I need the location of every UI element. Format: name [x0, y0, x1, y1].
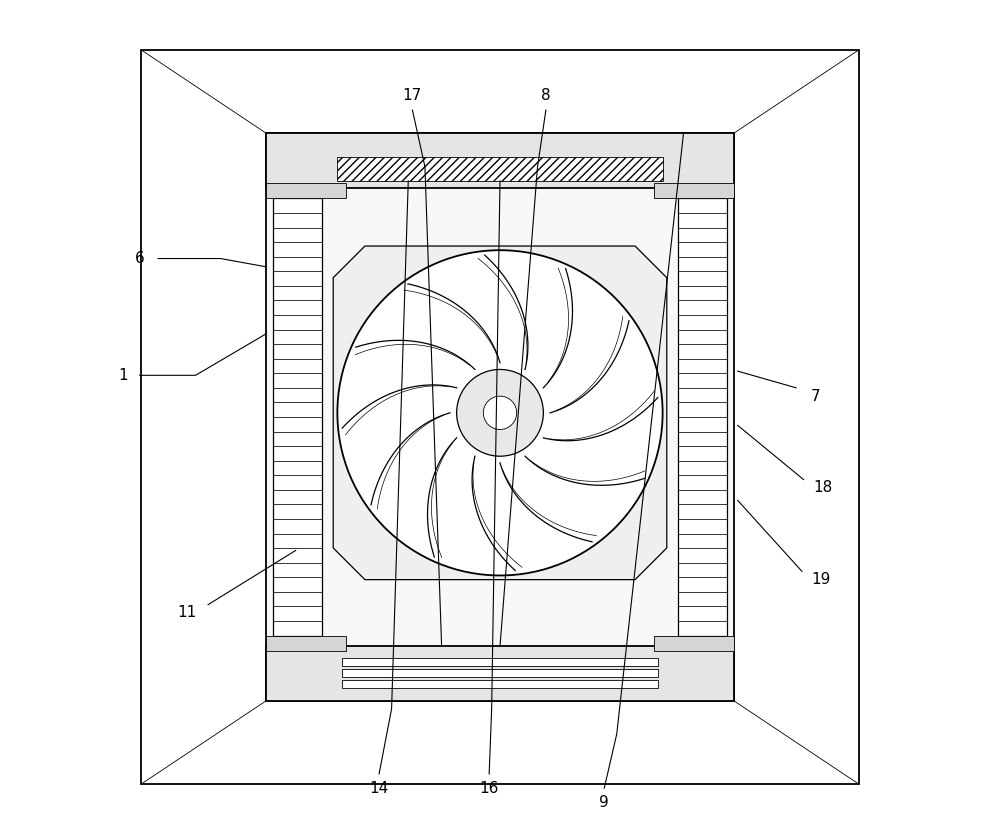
Text: 16: 16	[479, 781, 499, 796]
Text: 8: 8	[541, 88, 551, 103]
Bar	[342, 658, 658, 666]
Bar	[266, 133, 734, 188]
Text: 11: 11	[178, 605, 197, 620]
Text: 9: 9	[599, 795, 609, 810]
Text: 1: 1	[118, 368, 128, 383]
Bar	[654, 636, 734, 651]
Text: 14: 14	[369, 781, 389, 796]
Text: 19: 19	[811, 572, 831, 587]
Circle shape	[457, 369, 543, 456]
Circle shape	[483, 396, 517, 430]
Polygon shape	[333, 246, 667, 580]
Circle shape	[337, 250, 663, 575]
Bar	[654, 183, 734, 198]
Bar	[342, 669, 658, 677]
Text: 6: 6	[135, 251, 145, 266]
Bar	[342, 680, 658, 688]
Bar	[266, 133, 734, 701]
Bar	[266, 646, 734, 701]
Text: 7: 7	[810, 389, 820, 404]
Bar	[266, 636, 346, 651]
Text: 18: 18	[813, 480, 832, 495]
Bar	[273, 198, 322, 636]
Bar	[266, 183, 346, 198]
Bar	[141, 50, 859, 784]
Bar	[678, 198, 727, 636]
Text: 17: 17	[403, 88, 422, 103]
Bar	[337, 157, 663, 181]
